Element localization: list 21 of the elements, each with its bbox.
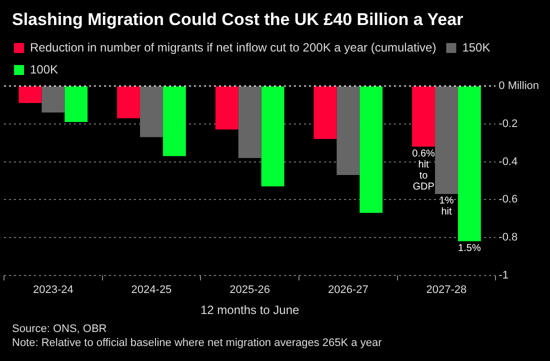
legend-label: Reduction in number of migrants if net inflow cut to 200K a year (cumulative) [30, 40, 436, 54]
x-axis-title: 12 months to June [200, 303, 300, 318]
annotation: 1% hit [439, 196, 454, 218]
y-tick-label: -0.4 [498, 156, 518, 168]
x-tick-label: 2027-28 [426, 284, 467, 296]
x-tick-label: 2023-24 [32, 284, 74, 296]
y-tick-label: -0.2 [498, 118, 518, 130]
y-tick-label: -0.6 [498, 194, 518, 206]
chart-title: Slashing Migration Could Cost the UK £40 Billion a Year [11, 9, 464, 31]
text: Note: Relative to official baseline where net migration averages 265K a year [12, 336, 383, 350]
legend-label: 150K [462, 40, 490, 54]
x-tick-label: 2024-25 [131, 284, 172, 296]
x-tick-label: 2025-26 [230, 284, 270, 296]
annotation: 0.6% hit to GDP [412, 148, 436, 192]
legend-label: 100K [30, 62, 58, 76]
y-tick-label: 0 Million [498, 80, 540, 92]
annotation: 1.5% [458, 243, 481, 254]
source-note: Source: ONS, OBR [12, 322, 108, 336]
y-tick-label: -0.8 [498, 232, 518, 244]
y-tick-label: -1 [498, 269, 508, 282]
x-tick-label: 2026-27 [328, 284, 368, 296]
